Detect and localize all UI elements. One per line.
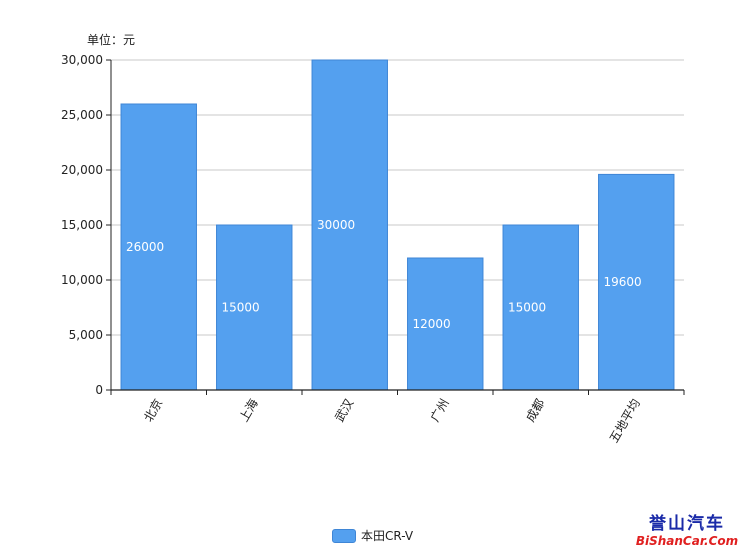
watermark-url: BiShanCar.Com	[635, 534, 739, 548]
bar-1	[216, 224, 293, 391]
watermark-title: 誉山汽车	[649, 514, 725, 534]
watermark-logo: 誉山汽车 BiShanCar.Com	[633, 514, 741, 548]
data-label: 26000	[126, 240, 164, 254]
legend[interactable]: 本田CR-V	[332, 527, 413, 544]
y-tick-label: 0	[95, 383, 103, 397]
bar-3	[407, 257, 484, 391]
bar-0	[120, 103, 197, 391]
legend-swatch	[332, 528, 356, 543]
x-tick-label: 成都	[523, 397, 547, 425]
data-label: 19600	[604, 275, 642, 289]
x-tick-label: 广州	[428, 397, 452, 425]
x-tick-label: 五地平均	[607, 397, 643, 446]
x-tick-label: 武汉	[332, 397, 356, 425]
y-tick-label: 30,000	[61, 53, 103, 67]
y-tick-label: 10,000	[61, 273, 103, 287]
x-tick-label: 上海	[236, 396, 261, 424]
unit-label: 单位：元	[87, 33, 136, 47]
legend-label: 本田CR-V	[361, 529, 414, 543]
y-tick-label: 15,000	[61, 218, 103, 232]
data-label: 30000	[317, 218, 355, 232]
data-label: 15000	[222, 301, 260, 315]
data-label: 12000	[413, 317, 451, 331]
y-tick-label: 25,000	[61, 108, 103, 122]
y-tick-label: 20,000	[61, 163, 103, 177]
data-label: 15000	[508, 301, 546, 315]
x-tick-label: 北京	[141, 397, 165, 425]
bar-4	[502, 224, 579, 391]
y-tick-label: 5,000	[69, 328, 103, 342]
